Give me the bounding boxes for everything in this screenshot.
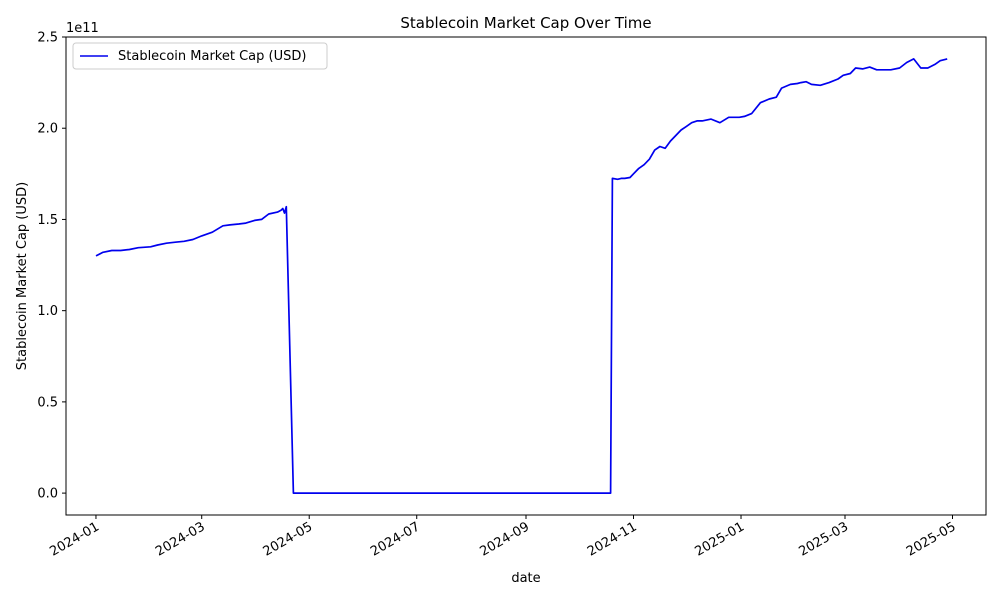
x-tick-label: 2024-03 [153,519,208,559]
legend-box [72,42,328,70]
y-tick-label: 1.0 [37,304,58,319]
y-offset-label: 1e11 [66,21,99,36]
series-group [95,58,948,494]
x-tick-label: 2025-03 [796,519,851,559]
y-tick-label: 1.5 [37,213,58,228]
y-axis-label: Stablecoin Market Cap (USD) [15,182,30,370]
x-tick-label: 2025-01 [692,519,747,559]
x-tick-label: 2024-11 [585,519,640,559]
y-tick-label: 2.0 [37,122,58,137]
x-tick-label: 2024-01 [47,519,102,559]
plot-frame [65,36,987,516]
x-tick-label: 2025-05 [904,519,959,559]
x-tick-label: 2024-07 [368,519,423,559]
legend-entry: Stablecoin Market Cap (USD) [118,49,306,64]
chart-title: Stablecoin Market Cap Over Time [400,14,651,32]
y-tick-label: 0.5 [37,395,58,410]
series-line [95,58,948,494]
legend: Stablecoin Market Cap (USD) [72,42,328,70]
x-axis-ticks: 2024-01 2024-03 2024-05 2024-07 2024-09 2024-… [47,515,959,560]
x-tick-label: 2024-05 [261,519,316,559]
x-axis-label: date [511,571,540,586]
x-tick-label: 2024-09 [477,519,532,559]
y-tick-label: 0.0 [37,487,58,502]
y-axis-ticks: 0.0 0.5 1.0 1.5 2.0 2.5 [37,31,66,502]
y-tick-label: 2.5 [37,31,58,46]
